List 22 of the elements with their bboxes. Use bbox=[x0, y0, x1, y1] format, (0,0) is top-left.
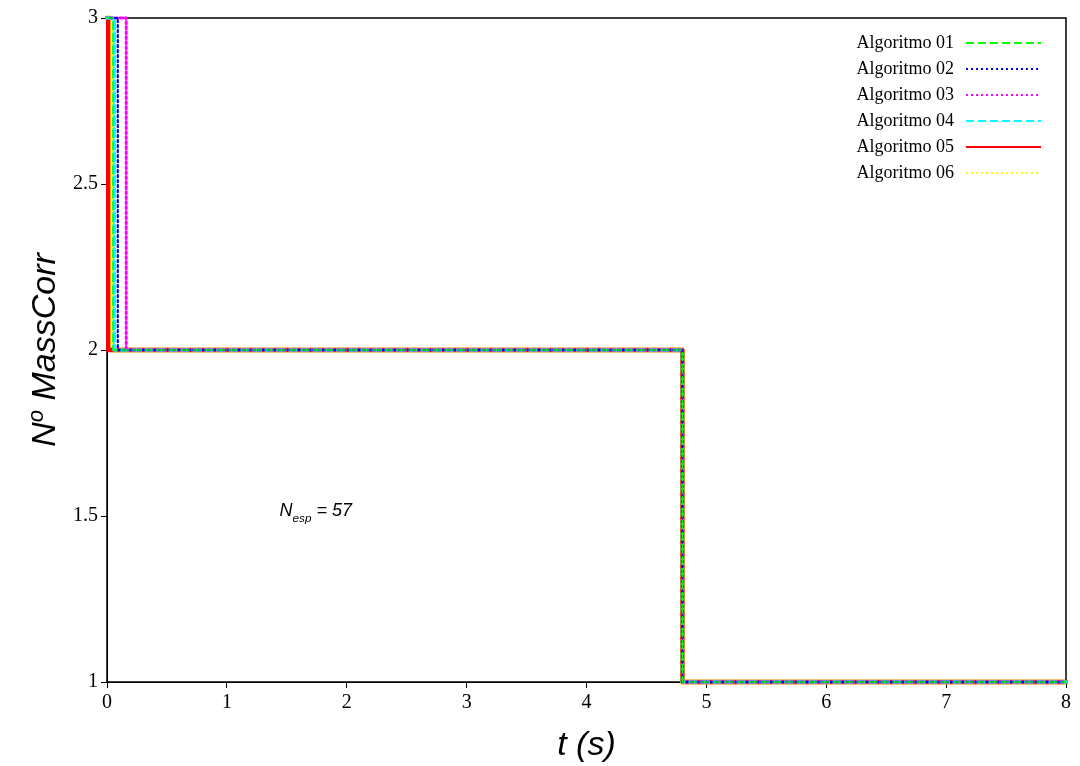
legend-label: Algoritmo 02 bbox=[856, 57, 954, 78]
x-tick-label: 1 bbox=[221, 690, 232, 713]
y-tick-label: 2.5 bbox=[73, 171, 98, 194]
legend-label: Algoritmo 01 bbox=[856, 31, 954, 52]
x-tick-label: 6 bbox=[821, 690, 832, 713]
legend-label: Algoritmo 05 bbox=[856, 135, 954, 156]
x-axis-title: t (s) bbox=[557, 724, 616, 762]
x-tick-label: 8 bbox=[1061, 690, 1071, 713]
legend-label: Algoritmo 06 bbox=[856, 161, 954, 182]
legend-label: Algoritmo 03 bbox=[856, 83, 954, 104]
x-tick-label: 5 bbox=[701, 690, 712, 713]
y-tick-label: 1 bbox=[88, 669, 98, 692]
y-tick-label: 3 bbox=[88, 5, 98, 28]
y-axis-title: No MassCorr bbox=[23, 251, 62, 447]
y-tick-label: 1.5 bbox=[73, 503, 98, 526]
y-tick-label: 2 bbox=[88, 337, 98, 360]
x-tick-label: 4 bbox=[581, 690, 592, 713]
x-tick-label: 3 bbox=[461, 690, 472, 713]
x-tick-label: 0 bbox=[102, 690, 112, 713]
legend-label: Algoritmo 04 bbox=[856, 109, 954, 130]
x-tick-label: 7 bbox=[941, 690, 952, 713]
x-tick-label: 2 bbox=[341, 690, 352, 713]
